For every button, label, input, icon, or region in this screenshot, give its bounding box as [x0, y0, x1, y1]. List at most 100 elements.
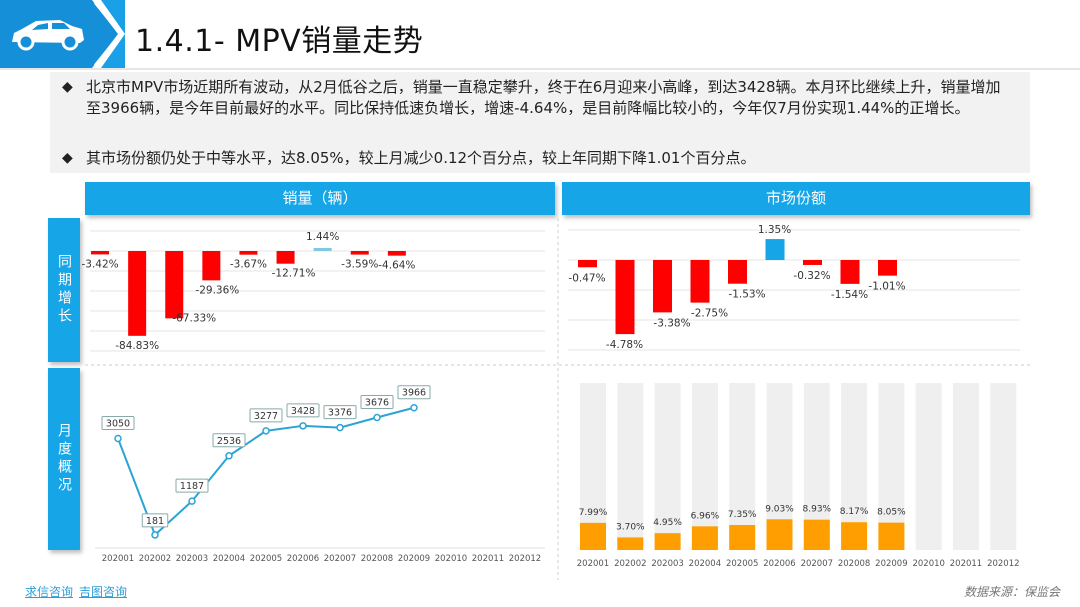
bar-202008: [840, 260, 860, 284]
x-tick-label: 202002: [139, 554, 171, 564]
row-label-yoy: 同期增长: [48, 218, 80, 362]
data-label: 8.05%: [877, 508, 906, 518]
data-point-202006: [299, 422, 307, 430]
data-label: 3376: [328, 408, 352, 419]
header-banner: [0, 0, 126, 68]
x-tick-label: 202005: [726, 559, 758, 569]
bar-202001: [580, 522, 606, 550]
summary-text: 北京市MPV市场近期所有波动，从2月低谷之后，销量一直稳定攀升，终于在6月迎来小…: [86, 78, 1001, 117]
x-tick-label: 202001: [577, 559, 609, 569]
data-label: -2.75%: [691, 308, 728, 320]
x-tick-label: 202009: [875, 559, 907, 569]
data-label: -4.64%: [378, 260, 415, 272]
x-tick-label: 202006: [287, 554, 319, 564]
data-label: -29.36%: [195, 284, 239, 296]
data-point-202009: [410, 403, 418, 412]
bar-202003: [654, 533, 681, 550]
data-label-box: [175, 478, 209, 493]
bar-202004: [690, 260, 710, 303]
data-label: 3428: [291, 406, 315, 417]
x-tick-label: 202010: [912, 559, 944, 569]
data-point-202005: [262, 427, 270, 435]
data-label: 7.35%: [728, 510, 757, 520]
data-label: -0.47%: [568, 272, 605, 284]
data-label-box: [286, 403, 320, 418]
data-label: -3.59%: [341, 259, 378, 271]
bar-202006: [765, 239, 785, 260]
bar-background: [729, 383, 756, 550]
bar-202003: [165, 251, 184, 319]
data-label: 7.99%: [579, 508, 608, 518]
data-point-202008: [373, 413, 381, 422]
data-label-box: [323, 405, 357, 420]
bar-202008: [350, 251, 369, 255]
bar-background: [990, 383, 1017, 550]
data-label: 8.17%: [840, 507, 869, 517]
data-label-box: [397, 385, 431, 400]
data-label: 6.96%: [691, 511, 720, 521]
bar-background: [953, 383, 979, 550]
data-label: 3.70%: [616, 522, 645, 532]
x-tick-label: 202006: [763, 559, 795, 569]
footer-links: 求信咨询 吉图咨询: [25, 583, 133, 600]
x-tick-label: 202001: [102, 554, 134, 564]
bar-202002: [128, 251, 147, 336]
bar-202006: [276, 251, 295, 264]
row-label-monthly: 月度概况: [48, 368, 80, 550]
data-label: 3277: [254, 411, 278, 422]
data-label: 9.03%: [765, 504, 794, 514]
x-tick-label: 202003: [651, 559, 683, 569]
summary-text: 其市场份额仍处于中等水平，达8.05%，较上月减少0.12个百分点，较上年同期下…: [86, 149, 756, 167]
data-label: 3966: [402, 388, 426, 399]
bar-202001: [578, 260, 597, 268]
data-label: 3050: [106, 419, 130, 430]
data-label: 8.93%: [803, 505, 832, 515]
bar-background: [691, 383, 718, 550]
x-tick-label: 202003: [176, 554, 208, 564]
data-label: -12.71%: [272, 268, 316, 280]
x-tick-label: 202007: [324, 554, 356, 564]
data-point-202007: [336, 423, 344, 432]
data-label: -0.32%: [793, 270, 830, 282]
bar-202007: [803, 260, 822, 265]
page-title: 1.4.1- MPV销量走势: [135, 24, 424, 59]
x-tick-label: 202002: [614, 559, 646, 569]
data-label: 3676: [365, 397, 389, 408]
bar-background: [878, 383, 905, 550]
footer-link[interactable]: 吉图咨询: [79, 585, 128, 599]
diamond-bullet-icon: ◆: [62, 79, 73, 95]
data-label: -84.83%: [115, 340, 159, 352]
data-label: 1.35%: [758, 224, 791, 236]
data-label-box: [360, 394, 394, 409]
bar-202005: [239, 251, 258, 255]
data-label-box: [101, 416, 135, 431]
summary-box: ◆ 北京市MPV市场近期所有波动，从2月低谷之后，销量一直稳定攀升，终于在6月迎…: [50, 72, 1030, 173]
bar-202007: [803, 519, 830, 550]
bar-202005: [728, 260, 747, 284]
bar-202006: [766, 519, 793, 550]
data-label: -67.33%: [172, 312, 216, 324]
bar-background: [841, 383, 868, 550]
bar-202009: [878, 522, 905, 550]
bar-202002: [617, 537, 644, 550]
bar-background: [915, 383, 942, 550]
bar-202003: [653, 260, 672, 313]
summary-bullet: ◆ 北京市MPV市场近期所有波动，从2月低谷之后，销量一直稳定攀升，终于在6月迎…: [62, 77, 1012, 119]
x-tick-label: 202008: [838, 559, 870, 569]
bar-202009: [387, 251, 406, 256]
x-tick-label: 202010: [435, 554, 467, 564]
x-tick-label: 202012: [987, 559, 1019, 569]
data-label: -1.53%: [728, 289, 765, 301]
summary-bullet: ◆ 其市场份额仍处于中等水平，达8.05%，较上月减少0.12个百分点，较上年同…: [62, 148, 1012, 169]
x-tick-label: 202011: [950, 559, 982, 569]
x-tick-label: 202011: [472, 554, 504, 564]
data-source: 数据来源：保监会: [963, 585, 1060, 599]
data-label-box: [249, 408, 283, 423]
data-label: -3.42%: [81, 258, 118, 270]
data-label: -4.78%: [606, 339, 643, 351]
data-label: -3.67%: [230, 259, 267, 271]
x-tick-label: 202012: [509, 554, 541, 564]
x-tick-label: 202004: [213, 554, 245, 564]
data-label-box: [212, 433, 246, 448]
footer-link[interactable]: 求信咨询: [25, 585, 74, 599]
